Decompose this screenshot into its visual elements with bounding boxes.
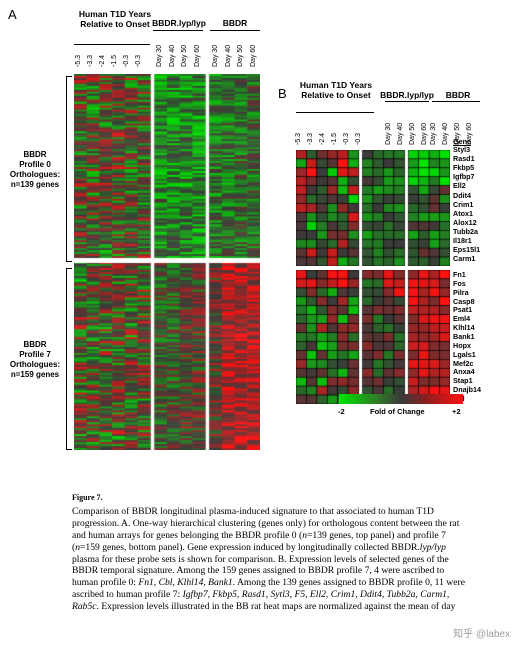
panel-a-header-bbdr-rule: [210, 30, 260, 31]
panel-a-profile0-bracket: [66, 76, 72, 262]
figure-label: Figure 7.: [72, 493, 103, 502]
panel-b-header-lyp: BBDR.lyp/lyp: [380, 90, 434, 100]
gene-top-12: Carm1: [453, 254, 476, 264]
gene-top-9: Tubb2a: [453, 226, 479, 236]
panel-a-profile7-bracket: [66, 268, 72, 450]
panel-a-lyp-tick-2: Day 50: [181, 44, 188, 67]
legend-colorbar: [339, 394, 463, 404]
panel-b-heatmap-top: [296, 150, 450, 266]
gene-top-10: Il18r1: [453, 236, 472, 245]
panel-a-lyp-tick-3: Day 60: [193, 44, 201, 67]
panel-a-bbdr-tick-2: Day 50: [237, 44, 244, 67]
panel-a-header-bbdr: BBDR: [222, 18, 248, 28]
figure-caption: Figure 7. Comparison of BBDR longitudina…: [72, 492, 467, 613]
panel-b-header-bbdr-rule: [432, 101, 480, 102]
panel-a-human-tick-2: -2.4: [99, 54, 106, 67]
gene-top-4: Ell2: [453, 181, 466, 191]
panel-b-lyp-tick-3: Day 60: [421, 122, 428, 145]
legend-title: Fold of Change: [370, 407, 425, 416]
panel-b-human-tick-3: -1.5: [331, 132, 338, 145]
gene-bottom-0: Fn1: [453, 270, 466, 279]
panel-b-heatmap-bottom: [296, 270, 450, 404]
panel-b-bbdr-tick-0: Day 30: [430, 122, 437, 145]
panel-a-letter: A: [8, 7, 17, 22]
panel-a-human-tick-4: -0.3: [123, 54, 130, 67]
panel-b-header-human: Human T1D Years Relative to Onset: [299, 80, 373, 100]
gene-bottom-10: Mef2c: [453, 358, 474, 368]
panel-b-bbdr-tick-1: Day 40: [442, 122, 449, 145]
gene-bottom-2: Pilra: [453, 287, 469, 297]
panel-a-header-human-rule: [74, 44, 150, 45]
panel-a-bbdr-tick-1: Day 40: [224, 44, 232, 67]
panel-b-human-tick-2: -2.4: [319, 132, 326, 145]
panel-a-header-human: Human T1D Years Relative to Onset: [78, 9, 152, 29]
panel-b-header-human-rule: [296, 112, 374, 113]
panel-b-lyp-tick-0: Day 30: [385, 122, 392, 145]
panel-b-human-tick-0: -5.3: [295, 132, 302, 145]
panel-a-human-tick-0: -5.3: [75, 54, 82, 67]
panel-b-header-lyp-rule: [385, 101, 429, 102]
panel-a-lyp-tick-0: Day 30: [156, 44, 163, 67]
panel-a-profile0-label: BBDR Profile 0 Orthologues: n=139 genes: [9, 150, 61, 189]
gene-bottom-8: Hopx: [453, 340, 471, 350]
panel-b-lyp-tick-2: Day 50: [409, 122, 416, 145]
panel-a-profile7-label: BBDR Profile 7 Orthologues: n=159 genes: [9, 340, 61, 379]
watermark: 知乎 @labex: [453, 629, 510, 640]
panel-b-human-tick-1: -3.3: [307, 132, 314, 145]
panel-a-bbdr-tick-3: Day 60: [249, 44, 257, 67]
caption-body: Comparison of BBDR longitudinal plasma-i…: [72, 505, 465, 613]
panel-b-header-bbdr: BBDR: [445, 90, 471, 100]
panel-a-bbdr-tick-0: Day 30: [212, 44, 219, 67]
gene-top-6: Crim1: [453, 199, 474, 209]
panel-a-human-tick-3: -1.5: [111, 54, 118, 67]
panel-a-heatmap: [74, 74, 260, 450]
gene-top-11: Eps15l1: [453, 245, 481, 255]
gene-bottom-12: Stap1: [453, 376, 473, 386]
panel-a-lyp-tick-1: Day 40: [168, 44, 176, 67]
gene-top-7: Atox1: [453, 208, 473, 218]
gene-top-0: Styl3: [453, 145, 471, 154]
gene-bottom-5: Eml4: [453, 314, 471, 324]
gene-bottom-11: Anxa4: [453, 367, 475, 377]
panel-b-lyp-tick-1: Day 40: [397, 122, 404, 145]
gene-top-1: Rasd1: [453, 154, 475, 164]
panel-b-letter: B: [278, 86, 287, 101]
panel-a-header-lyp: BBDR.lyp/lyp: [152, 18, 206, 28]
gene-bottom-1: Fos: [453, 278, 466, 288]
gene-bottom-3: Casp8: [453, 296, 475, 306]
gene-top-5: Ddit4: [453, 190, 471, 200]
gene-top-2: Fkbp5: [453, 163, 475, 173]
gene-column-header: Gene: [453, 137, 471, 146]
gene-bottom-7: Bank1: [453, 331, 475, 341]
gene-bottom-13: Dnajb14: [453, 385, 481, 395]
gene-bottom-9: Lgals1: [453, 349, 476, 359]
panel-b-human-tick-4: -0.3: [343, 132, 350, 145]
legend-min: -2: [338, 407, 345, 416]
gene-top-8: Alox12: [453, 217, 477, 227]
panel-a-header-lyp-rule: [153, 30, 203, 31]
gene-bottom-6: Klhl14: [453, 323, 475, 333]
panel-a-human-tick-5: -0.3: [135, 54, 142, 67]
gene-top-3: Igfbp7: [453, 172, 475, 182]
panel-b-human-tick-5: -0.3: [355, 132, 362, 145]
gene-bottom-4: Psat1: [453, 305, 473, 315]
panel-a-human-tick-1: -3.3: [87, 54, 94, 67]
legend-max: +2: [452, 407, 461, 416]
